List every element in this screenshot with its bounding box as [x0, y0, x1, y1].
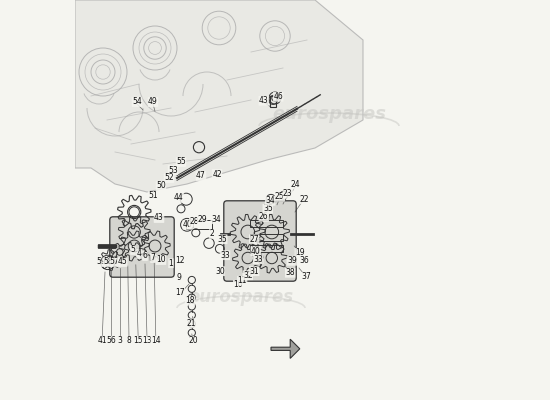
- Text: 7: 7: [151, 254, 156, 262]
- Text: 47: 47: [196, 172, 206, 180]
- Text: 34: 34: [265, 196, 275, 205]
- Bar: [250, 234, 283, 241]
- Text: 28: 28: [189, 218, 199, 226]
- Text: 29: 29: [197, 216, 207, 224]
- Text: 33: 33: [220, 251, 230, 260]
- Text: 11: 11: [238, 276, 247, 285]
- Text: 49: 49: [148, 98, 158, 106]
- Text: 57: 57: [109, 258, 119, 266]
- Text: 9: 9: [177, 274, 182, 282]
- Text: 35: 35: [263, 204, 273, 213]
- Text: 38: 38: [285, 268, 295, 277]
- Text: 33: 33: [254, 255, 263, 264]
- Text: 13: 13: [142, 336, 152, 345]
- Text: 17: 17: [175, 288, 185, 297]
- Text: 58: 58: [103, 258, 113, 266]
- Text: 37: 37: [301, 272, 311, 281]
- Text: 10: 10: [233, 280, 243, 289]
- Text: 53: 53: [168, 166, 178, 174]
- Text: 55: 55: [176, 158, 186, 166]
- Text: 42: 42: [212, 170, 222, 178]
- Text: 19: 19: [295, 248, 305, 257]
- Text: 41: 41: [97, 336, 107, 345]
- Text: 12: 12: [175, 256, 185, 265]
- FancyBboxPatch shape: [110, 217, 174, 277]
- FancyBboxPatch shape: [224, 201, 296, 281]
- Text: 15: 15: [134, 336, 143, 345]
- Text: 52: 52: [164, 174, 174, 182]
- Text: 14: 14: [151, 336, 161, 345]
- Text: 51: 51: [148, 192, 158, 200]
- Text: 46: 46: [273, 92, 283, 101]
- Text: 25: 25: [275, 192, 284, 201]
- Text: 6: 6: [142, 252, 147, 260]
- Text: 40: 40: [183, 220, 192, 229]
- Text: 27: 27: [249, 235, 259, 244]
- Text: 32: 32: [243, 271, 252, 280]
- Text: 24: 24: [291, 180, 301, 189]
- Bar: [270, 96, 276, 107]
- Text: 50: 50: [156, 182, 166, 190]
- Text: 44: 44: [174, 194, 184, 202]
- Text: 43: 43: [259, 96, 268, 105]
- Text: 20: 20: [188, 336, 198, 345]
- Text: 43: 43: [154, 214, 164, 222]
- Bar: [250, 245, 283, 252]
- Text: 1: 1: [169, 259, 173, 268]
- Text: 4: 4: [136, 250, 141, 258]
- Text: 40: 40: [251, 247, 261, 256]
- Bar: [186, 220, 212, 229]
- Text: 31: 31: [249, 267, 259, 276]
- Text: 34: 34: [211, 215, 221, 224]
- Text: eurospares: eurospares: [189, 288, 294, 306]
- Text: 26: 26: [259, 212, 268, 221]
- Text: 5: 5: [130, 246, 135, 254]
- Text: 56: 56: [106, 336, 116, 345]
- Text: 35: 35: [217, 235, 227, 244]
- Text: 22: 22: [299, 195, 309, 204]
- Text: 21: 21: [186, 319, 196, 328]
- Text: 10: 10: [156, 256, 166, 264]
- Text: 23: 23: [283, 190, 293, 198]
- Text: eurospares: eurospares: [272, 105, 386, 123]
- Text: 36: 36: [299, 256, 309, 265]
- Text: 39: 39: [287, 256, 296, 265]
- Text: 54: 54: [132, 98, 142, 106]
- Text: 3: 3: [117, 336, 122, 345]
- Polygon shape: [75, 0, 363, 192]
- Bar: [250, 220, 283, 227]
- Text: 59: 59: [96, 258, 106, 266]
- Text: 8: 8: [126, 336, 131, 345]
- Text: 30: 30: [215, 267, 224, 276]
- Text: 18: 18: [185, 296, 195, 305]
- Polygon shape: [271, 339, 300, 358]
- Text: 2: 2: [210, 230, 214, 238]
- Text: 45: 45: [117, 258, 127, 266]
